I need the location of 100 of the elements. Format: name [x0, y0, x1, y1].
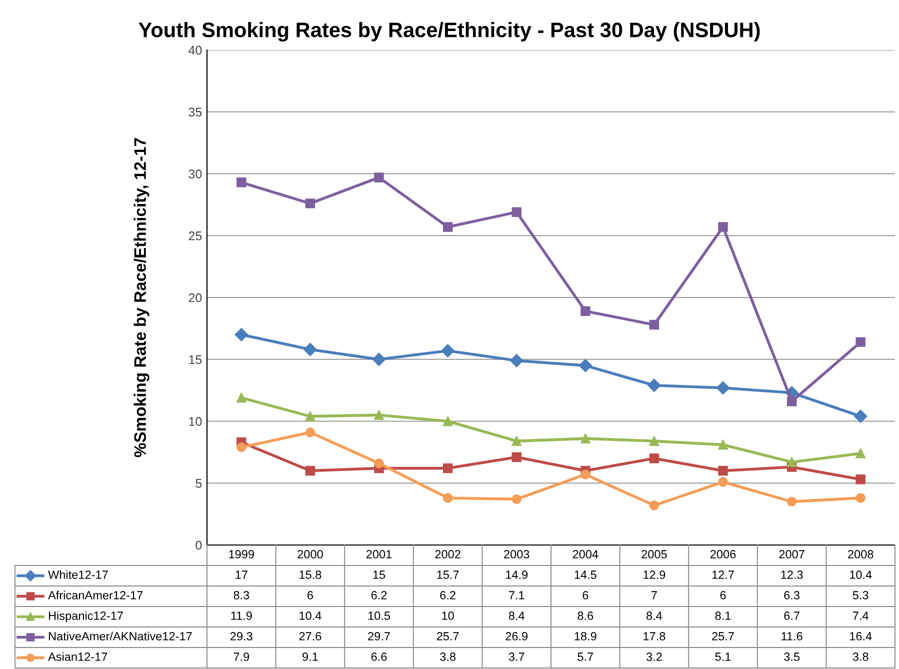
y-tick-label: 5 — [196, 479, 202, 488]
y-tick-label: 20 — [188, 293, 202, 302]
point — [786, 496, 797, 507]
data-label: 3.5 — [784, 652, 800, 661]
data-label: 25.7 — [712, 632, 734, 640]
x-tick-label: 2007 — [779, 550, 804, 558]
point — [234, 328, 248, 342]
point — [510, 354, 524, 368]
data-label: 8.1 — [715, 612, 731, 620]
point — [236, 442, 246, 452]
data-label: 11.9 — [231, 612, 252, 620]
data-label: 9.1 — [302, 652, 318, 661]
point — [649, 320, 660, 330]
point — [441, 344, 454, 358]
point — [580, 434, 590, 444]
y-tick-label: 30 — [188, 170, 202, 178]
point — [856, 493, 866, 503]
data-label: 15 — [373, 570, 386, 579]
point — [649, 500, 660, 510]
data-label: 29.7 — [368, 632, 390, 640]
point — [718, 477, 728, 487]
data-label: 10.4 — [850, 570, 872, 579]
y-tick-label: 35 — [188, 108, 202, 117]
y-tick-label: 15 — [189, 355, 202, 364]
point — [442, 416, 453, 426]
data-label: 6 — [582, 591, 588, 600]
point — [786, 396, 797, 406]
point — [305, 428, 316, 438]
data-label: 7 — [652, 591, 657, 600]
data-label: 17.8 — [644, 632, 666, 640]
data-label: 29.3 — [230, 632, 252, 640]
data-label: 6.2 — [440, 591, 456, 600]
y-tick-label: 0 — [196, 540, 202, 550]
y-tick-label: 40 — [188, 46, 202, 55]
x-tick-label: 2002 — [435, 550, 460, 558]
x-tick-label: 2005 — [642, 550, 667, 558]
chart-title: Youth Smoking Rates by Race/Ethnicity - Past 30 Day (NSDUH) — [138, 22, 760, 42]
data-label: 6.2 — [371, 591, 387, 600]
legend-label: NativeAmer/AKNative12-17 — [48, 632, 192, 640]
data-label: 25.7 — [436, 632, 459, 640]
point — [718, 466, 728, 476]
data-label: 15.8 — [300, 570, 322, 579]
data-label: 6.6 — [371, 652, 387, 661]
data-label: 12.9 — [644, 570, 666, 579]
data-label: 6 — [720, 591, 726, 600]
x-tick-label: 2001 — [366, 550, 392, 558]
data-label: 3.8 — [852, 652, 868, 661]
data-label: 7.9 — [234, 652, 250, 661]
legend-label: Asian12-17 — [48, 652, 108, 661]
y-axis-title: %Smoking Rate by Race/Ethnicity, 12-17 — [134, 138, 150, 458]
point — [372, 352, 386, 366]
data-label: 6.3 — [784, 591, 800, 600]
point — [374, 458, 384, 468]
data-label: 14.5 — [574, 570, 596, 579]
legend-label: Hispanic12-17 — [48, 611, 123, 622]
point — [374, 410, 384, 420]
x-tick-label: 2004 — [572, 550, 598, 558]
data-label: 16.4 — [850, 632, 872, 640]
x-tick-label: 2003 — [504, 550, 530, 558]
point — [305, 198, 316, 208]
point — [854, 410, 868, 423]
data-label: 14.9 — [506, 570, 528, 579]
point — [305, 466, 316, 476]
point — [512, 207, 522, 217]
x-tick-label: 1999 — [229, 550, 254, 558]
data-label: 5.3 — [852, 591, 868, 600]
point — [856, 448, 866, 458]
point — [512, 452, 522, 462]
data-label: 7.4 — [853, 612, 868, 620]
data-label: 11.6 — [782, 632, 802, 640]
data-label: 15.7 — [437, 570, 459, 579]
point — [649, 436, 660, 446]
data-label: 6.7 — [784, 612, 800, 620]
legend-label: White12-17 — [48, 570, 108, 579]
data-label: 3.8 — [440, 652, 456, 661]
point — [442, 222, 453, 232]
point — [578, 358, 592, 372]
x-tick-label: 2000 — [298, 550, 323, 558]
data-label: 12.7 — [712, 570, 734, 579]
point — [649, 454, 660, 464]
data-label: 10.5 — [368, 612, 390, 620]
data-label: 17 — [236, 570, 248, 579]
point — [786, 457, 797, 467]
data-label: 27.6 — [299, 632, 322, 640]
point — [512, 436, 522, 446]
point — [305, 411, 316, 422]
point — [442, 463, 453, 474]
data-label: 5.1 — [715, 652, 731, 661]
point — [512, 494, 522, 504]
point — [718, 440, 728, 450]
point — [580, 470, 590, 480]
data-label: 8.6 — [578, 612, 594, 620]
point — [580, 306, 590, 316]
point — [304, 342, 317, 356]
data-label: 10.4 — [300, 612, 322, 620]
y-tick-label: 25 — [188, 231, 202, 240]
data-label: 7.1 — [509, 591, 524, 600]
point — [236, 178, 246, 188]
point — [718, 222, 728, 232]
point — [648, 378, 661, 392]
